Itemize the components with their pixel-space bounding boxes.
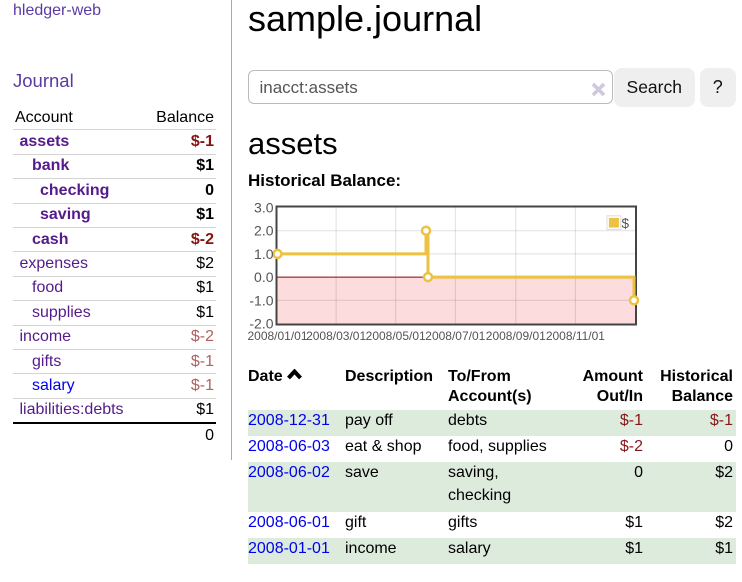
svg-text:2008/03/01: 2008/03/01 (306, 329, 366, 343)
svg-text:0.0: 0.0 (254, 269, 274, 285)
svg-text:-1.0: -1.0 (249, 292, 273, 308)
svg-text:2008/11/01: 2008/11/01 (546, 329, 605, 343)
svg-text:3.0: 3.0 (254, 200, 274, 216)
svg-text:2008/05/01: 2008/05/01 (366, 329, 426, 343)
svg-text:2008/09/01: 2008/09/01 (486, 329, 546, 343)
svg-text:2.0: 2.0 (254, 223, 274, 239)
svg-text:2008/07/01: 2008/07/01 (425, 329, 485, 343)
svg-text:2008/01/01: 2008/01/01 (247, 329, 307, 343)
svg-text:1.0: 1.0 (254, 246, 274, 262)
svg-text:-2.0: -2.0 (249, 316, 273, 332)
svg-text:$: $ (622, 216, 630, 231)
